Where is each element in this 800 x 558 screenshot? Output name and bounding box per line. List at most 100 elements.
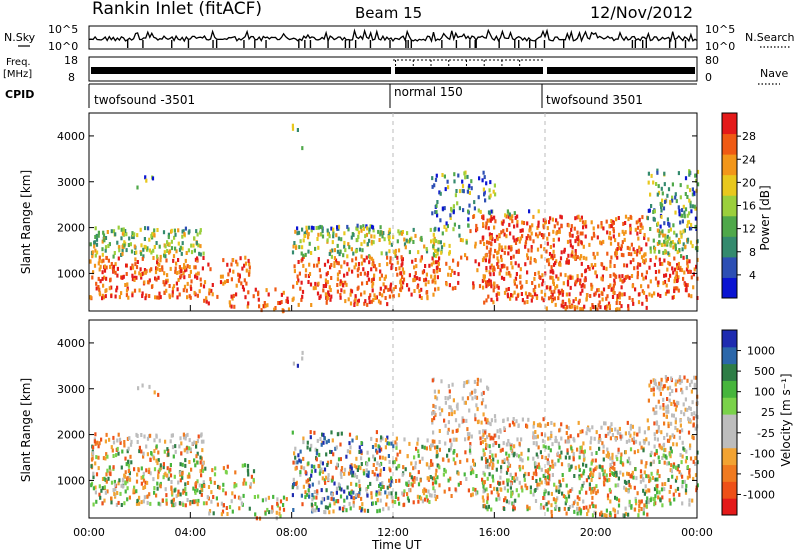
range-cell bbox=[676, 486, 680, 491]
range-cell bbox=[158, 268, 161, 272]
range-cell bbox=[435, 396, 439, 401]
range-cell bbox=[540, 467, 543, 472]
range-cell bbox=[615, 496, 618, 501]
range-cell bbox=[614, 495, 617, 500]
range-cell bbox=[645, 297, 648, 302]
range-cell bbox=[428, 500, 431, 504]
range-cell bbox=[285, 497, 288, 502]
range-cell bbox=[507, 462, 510, 467]
range-cell bbox=[668, 236, 671, 241]
range-cell bbox=[142, 451, 145, 456]
range-cell bbox=[638, 245, 641, 250]
nsearch-label: N.Search bbox=[745, 31, 795, 44]
range-cell bbox=[332, 509, 335, 514]
range-cell bbox=[609, 283, 612, 288]
range-cell bbox=[101, 486, 104, 491]
range-cell bbox=[305, 225, 308, 230]
range-cell bbox=[294, 446, 297, 451]
range-cell bbox=[414, 276, 417, 281]
range-cell bbox=[202, 251, 205, 256]
range-cell bbox=[257, 494, 260, 499]
range-cell bbox=[176, 287, 179, 292]
range-cell bbox=[291, 126, 295, 131]
range-cell bbox=[589, 473, 592, 478]
range-cell bbox=[143, 495, 146, 500]
range-cell bbox=[264, 511, 267, 516]
range-cell bbox=[201, 266, 204, 271]
range-cell bbox=[613, 461, 616, 466]
range-cell bbox=[143, 280, 146, 285]
range-cell bbox=[531, 476, 534, 480]
range-cell bbox=[438, 440, 441, 444]
range-cell bbox=[681, 484, 684, 489]
range-cell bbox=[379, 472, 382, 477]
range-cell bbox=[555, 498, 558, 503]
range-cell bbox=[685, 288, 688, 293]
range-cell bbox=[403, 242, 407, 247]
range-cell bbox=[681, 454, 684, 459]
range-cell bbox=[213, 480, 216, 485]
range-cell bbox=[184, 434, 187, 439]
range-cell bbox=[609, 274, 612, 278]
range-cell bbox=[94, 248, 97, 253]
range-cell bbox=[370, 256, 373, 261]
range-cell bbox=[405, 238, 408, 243]
range-cell bbox=[672, 245, 675, 250]
range-cell bbox=[572, 455, 575, 460]
range-cell bbox=[452, 258, 455, 263]
range-cell bbox=[477, 195, 480, 200]
range-cell bbox=[506, 488, 509, 493]
range-cell bbox=[684, 207, 688, 212]
range-cell bbox=[441, 231, 444, 236]
range-cell bbox=[343, 498, 346, 503]
range-cell bbox=[299, 286, 302, 291]
range-cell bbox=[571, 233, 574, 238]
range-cell bbox=[373, 264, 376, 269]
range-cell bbox=[527, 472, 530, 477]
range-cell bbox=[183, 275, 186, 280]
range-cell bbox=[316, 237, 319, 241]
range-cell bbox=[168, 242, 171, 247]
range-cell bbox=[542, 298, 545, 303]
range-cell bbox=[509, 485, 512, 490]
range-cell bbox=[196, 293, 199, 298]
range-cell bbox=[559, 214, 562, 219]
range-cell bbox=[157, 392, 160, 397]
range-cell bbox=[594, 458, 597, 463]
range-cell bbox=[636, 231, 639, 236]
range-cell bbox=[678, 492, 681, 497]
range-cell bbox=[574, 252, 577, 257]
range-cell bbox=[120, 483, 123, 488]
range-cell bbox=[435, 260, 438, 265]
range-cell bbox=[238, 506, 241, 511]
range-cell bbox=[342, 253, 345, 258]
range-cell bbox=[335, 499, 338, 504]
range-cell bbox=[325, 452, 328, 457]
range-cell bbox=[637, 236, 640, 241]
range-cell bbox=[636, 491, 639, 496]
range-cell bbox=[646, 418, 649, 423]
range-cell bbox=[458, 189, 462, 194]
range-cell bbox=[190, 243, 193, 248]
range-cell bbox=[629, 447, 633, 452]
range-cell bbox=[521, 228, 524, 233]
range-cell bbox=[508, 212, 511, 217]
range-cell bbox=[565, 260, 568, 265]
range-cell bbox=[659, 261, 662, 266]
range-cell bbox=[149, 433, 152, 438]
range-cell bbox=[97, 261, 100, 266]
range-cell bbox=[328, 503, 332, 508]
range-cell bbox=[597, 303, 600, 308]
range-cell bbox=[471, 396, 474, 401]
range-cell bbox=[608, 304, 611, 309]
range-cell bbox=[645, 461, 648, 466]
range-cell bbox=[489, 279, 492, 284]
range-cell bbox=[119, 440, 122, 445]
range-cell bbox=[411, 259, 414, 264]
range-cell bbox=[581, 220, 585, 225]
nave-tick-right-low: 0 bbox=[705, 71, 712, 84]
range-cell bbox=[104, 236, 108, 240]
range-cell bbox=[557, 296, 560, 301]
range-cell bbox=[430, 443, 433, 448]
range-cell bbox=[333, 256, 336, 261]
